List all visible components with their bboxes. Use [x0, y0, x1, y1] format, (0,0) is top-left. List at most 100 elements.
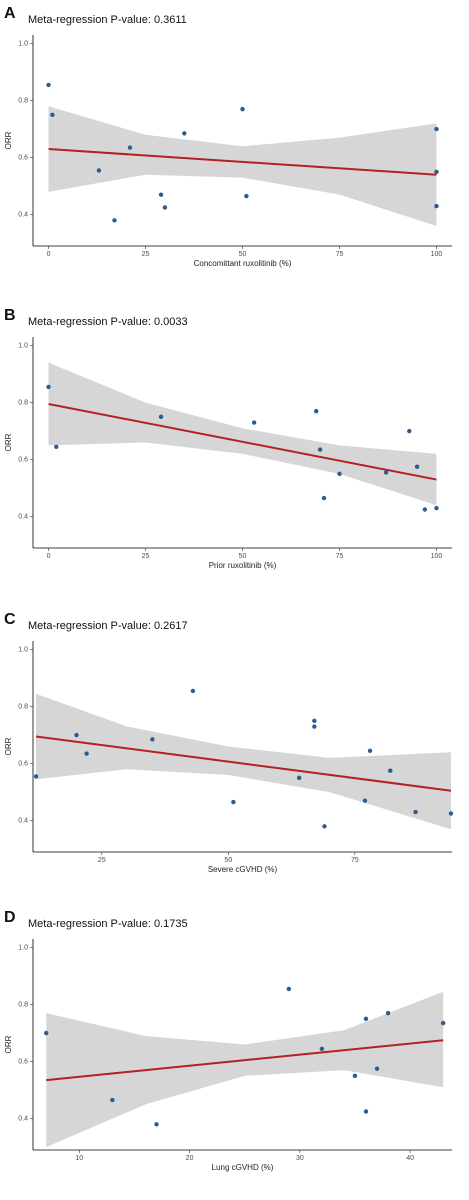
chart-title: Meta-regression P-value: 0.3611 — [28, 14, 187, 26]
data-point — [231, 799, 236, 805]
x-tick-label: 100 — [431, 251, 443, 258]
data-point — [182, 131, 187, 136]
data-point — [162, 205, 168, 210]
y-axis-label: ORR — [4, 737, 13, 755]
data-point — [321, 495, 327, 501]
x-tick-label: 75 — [336, 553, 344, 560]
data-point — [154, 1122, 159, 1127]
data-point — [383, 470, 389, 475]
data-point — [434, 505, 439, 511]
y-tick-label: 0.8 — [18, 97, 28, 104]
x-tick-label: 10 — [75, 1155, 83, 1162]
x-axis-label: Prior ruxolitinib (%) — [209, 561, 277, 570]
x-tick-label: 100 — [431, 553, 443, 560]
data-point — [388, 768, 393, 773]
panel: B Meta-regression P-value: 0.0033 0.4 0.6 0.… — [4, 307, 452, 570]
y-tick-label: 1.0 — [18, 40, 28, 47]
panel: A Meta-regression P-value: 0.3611 0.4 0.6 0.… — [4, 5, 452, 268]
chart-title: Meta-regression P-value: 0.0033 — [28, 316, 188, 328]
x-axis-label: Concomittant ruxolitinib (%) — [194, 259, 292, 268]
data-point — [422, 507, 428, 512]
data-point — [286, 986, 292, 992]
data-point — [363, 1109, 369, 1114]
x-tick-label: 40 — [406, 1155, 414, 1162]
confidence-band — [48, 362, 437, 506]
x-tick-label: 0 — [47, 251, 51, 258]
data-point — [407, 428, 412, 434]
data-point — [84, 751, 89, 756]
data-point — [240, 106, 245, 112]
y-tick-label: 0.6 — [18, 154, 28, 161]
y-tick-label: 0.8 — [18, 1001, 28, 1008]
regression-line — [48, 148, 437, 176]
y-axis-label: ORR — [4, 433, 13, 451]
data-point — [112, 218, 117, 223]
chart-title: Meta-regression P-value: 0.2617 — [28, 620, 188, 632]
data-point — [96, 168, 102, 173]
x-tick-label: 25 — [142, 251, 150, 258]
data-point — [44, 1030, 49, 1036]
chart-title: Meta-regression P-value: 0.1735 — [28, 918, 188, 930]
panel-label: B — [4, 307, 16, 324]
x-axis-label: Lung cGVHD (%) — [212, 1163, 274, 1172]
data-point — [314, 408, 319, 414]
data-point — [158, 414, 164, 420]
data-point — [190, 688, 196, 694]
regression-line — [35, 735, 452, 792]
data-point — [54, 444, 59, 449]
panel-label: A — [4, 5, 16, 22]
y-tick-label: 0.4 — [18, 817, 28, 824]
x-tick-label: 50 — [239, 553, 247, 560]
regression-line — [46, 1039, 444, 1082]
regression-line — [48, 403, 437, 481]
y-tick-label: 0.6 — [18, 760, 28, 767]
data-point — [74, 732, 79, 738]
data-point — [150, 737, 155, 742]
data-point — [434, 203, 439, 209]
data-point — [414, 464, 420, 469]
y-tick-label: 0.8 — [18, 703, 28, 710]
data-point — [46, 384, 51, 390]
data-point — [322, 824, 327, 829]
data-point — [385, 1010, 391, 1016]
x-tick-label: 50 — [239, 251, 247, 258]
x-tick-label: 25 — [142, 553, 150, 560]
x-tick-label: 75 — [351, 857, 359, 864]
panel: D Meta-regression P-value: 0.1735 0.4 0.6 0.… — [4, 909, 452, 1172]
y-tick-label: 0.6 — [18, 1058, 28, 1065]
panel-label: D — [4, 909, 16, 926]
data-point — [448, 811, 454, 816]
data-point — [362, 798, 368, 803]
data-point — [296, 775, 302, 781]
data-point — [374, 1066, 380, 1071]
x-tick-label: 0 — [47, 553, 51, 560]
data-point — [110, 1097, 115, 1103]
x-tick-label: 25 — [98, 857, 106, 864]
confidence-band — [36, 693, 451, 830]
data-point — [434, 126, 439, 132]
y-tick-label: 1.0 — [18, 944, 28, 951]
data-point — [244, 193, 249, 199]
x-tick-label: 20 — [186, 1155, 194, 1162]
y-tick-label: 0.6 — [18, 456, 28, 463]
panel-label: C — [4, 611, 16, 628]
data-point — [352, 1073, 358, 1079]
data-point — [50, 112, 55, 118]
y-tick-label: 0.8 — [18, 399, 28, 406]
y-tick-label: 0.4 — [18, 1115, 28, 1122]
data-point — [312, 724, 317, 729]
data-point — [312, 718, 317, 724]
confidence-band — [48, 106, 437, 227]
data-point — [413, 809, 418, 815]
data-point — [158, 192, 164, 197]
panel: C Meta-regression P-value: 0.2617 0.4 0.6 0.… — [4, 611, 454, 874]
data-point — [46, 82, 51, 88]
data-point — [33, 774, 39, 779]
y-axis-label: ORR — [4, 1035, 13, 1053]
y-tick-label: 0.4 — [18, 211, 28, 218]
data-point — [319, 1046, 325, 1051]
x-tick-label: 30 — [296, 1155, 304, 1162]
x-tick-label: 50 — [224, 857, 232, 864]
data-point — [367, 748, 373, 753]
